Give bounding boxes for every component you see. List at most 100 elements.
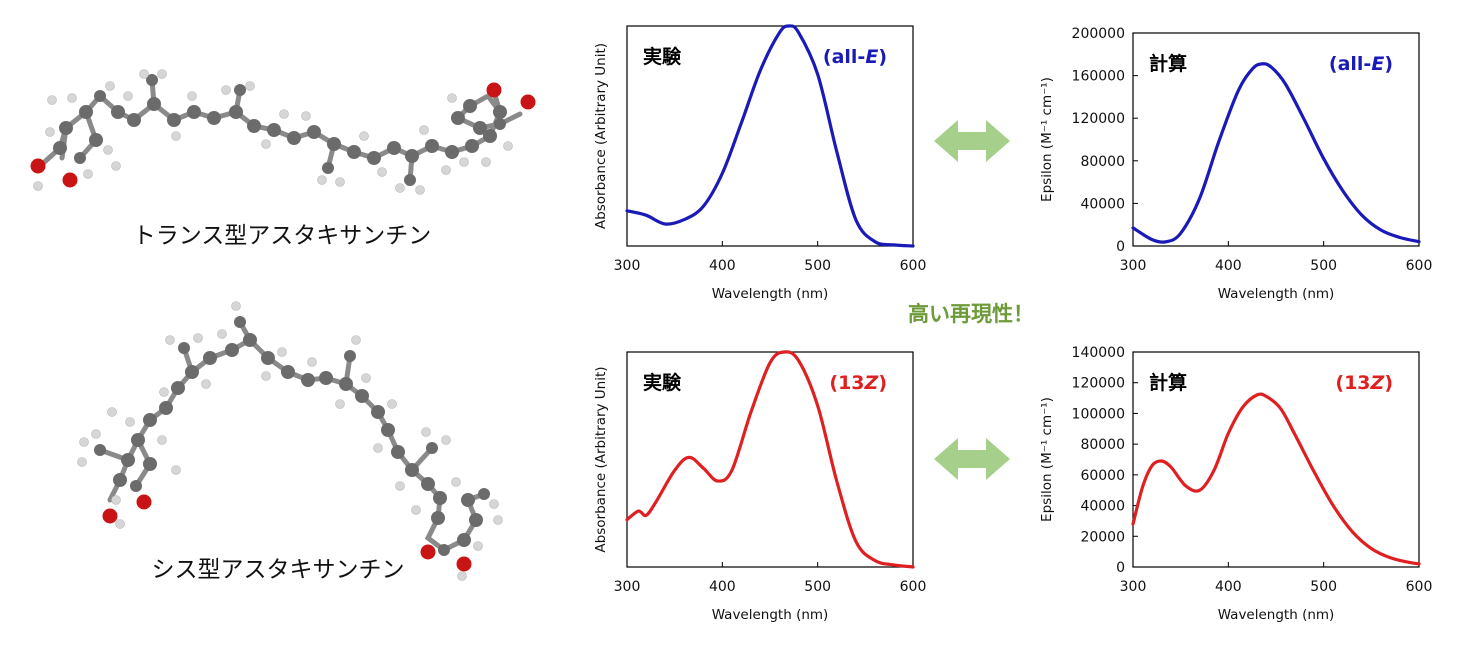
data-point — [626, 209, 629, 212]
data-point — [645, 514, 648, 517]
data-point — [912, 566, 915, 569]
data-point — [1294, 433, 1297, 436]
x-axis-label: Wavelength (nm) — [712, 607, 829, 623]
data-point — [1170, 466, 1173, 469]
series-label-part: E — [1371, 53, 1384, 75]
y-tick-label: 40000 — [1080, 196, 1125, 212]
data-point — [1132, 523, 1135, 526]
chart-calculated-all-e: 300 400 500 600 0 40000 80000 120000 160000 20000… — [1039, 26, 1432, 302]
data-point — [835, 150, 838, 153]
data-point — [1379, 229, 1382, 232]
cis-oxygen-atoms — [102, 494, 472, 572]
plot-frame — [626, 25, 914, 247]
plot-frame — [1132, 351, 1420, 568]
data-point — [1151, 238, 1154, 241]
series-label: (13Z) — [829, 372, 887, 394]
high-reproducibility-callout: 高い再現性！ — [908, 302, 1034, 326]
x-tick-label: 300 — [1120, 579, 1147, 595]
data-point — [797, 31, 800, 34]
data-point — [1141, 486, 1144, 489]
data-point — [835, 480, 838, 483]
y-tick-label: 120000 — [1072, 376, 1125, 392]
y-axis-label: Epsilon (M⁻¹ cm⁻¹) — [1039, 77, 1055, 202]
y-tick-label: 20000 — [1080, 529, 1125, 545]
y-tick-label: 80000 — [1080, 154, 1125, 170]
data-point — [788, 25, 791, 28]
y-axis-label: Absorbance (Arbitrary Unit) — [593, 366, 609, 552]
data-point — [892, 563, 895, 566]
y-tick-label: 60000 — [1080, 468, 1125, 484]
data-point — [1279, 407, 1282, 410]
data-point — [664, 223, 667, 226]
data-point — [912, 245, 915, 248]
data-point — [716, 480, 719, 483]
data-point — [626, 518, 629, 521]
data-point — [816, 73, 819, 76]
cis-astaxanthin-molecule-image — [77, 301, 503, 581]
x-tick-label: 600 — [900, 579, 927, 595]
trans-carbon-atoms — [53, 74, 507, 186]
data-point — [1151, 464, 1154, 467]
x-tick-label: 600 — [1406, 579, 1433, 595]
spectrum-line — [1131, 62, 1421, 244]
series-label-part: ) — [1384, 372, 1393, 394]
series-label-part: ) — [878, 46, 887, 68]
data-point — [673, 469, 676, 472]
y-tick-label: 40000 — [1080, 499, 1125, 515]
data-point — [1341, 189, 1344, 192]
panel-title: 計算 — [1149, 52, 1187, 75]
data-point — [778, 31, 781, 34]
data-point — [1165, 240, 1168, 243]
data-point — [783, 351, 786, 354]
data-point — [873, 559, 876, 562]
data-point — [1398, 236, 1401, 239]
spectrum-line — [625, 350, 915, 569]
data-point — [1160, 460, 1163, 463]
data-point — [1284, 83, 1287, 86]
series-label-part: E — [865, 46, 878, 68]
data-point — [892, 243, 895, 246]
data-point — [654, 501, 657, 504]
panel-title: 実験 — [643, 45, 682, 68]
y-tick-label: 120000 — [1072, 111, 1125, 127]
data-point — [1179, 232, 1182, 235]
trans-oxygen-atoms — [30, 82, 536, 188]
data-point — [645, 214, 648, 217]
data-point — [749, 411, 752, 414]
data-point — [683, 218, 686, 221]
x-tick-label: 300 — [614, 258, 641, 274]
x-tick-label: 600 — [1406, 258, 1433, 274]
y-tick-label: 160000 — [1072, 69, 1125, 85]
y-axis-label: Absorbance (Arbitrary Unit) — [593, 43, 609, 229]
series-label-part: (13 — [829, 372, 864, 394]
cis-molecule-caption: シス型アスタキサンチン — [152, 557, 405, 583]
series-label-part: (13 — [1335, 372, 1370, 394]
comparison-arrow-bottom — [934, 438, 1010, 480]
data-point — [1260, 62, 1263, 65]
data-point — [1322, 157, 1325, 160]
data-point — [1418, 240, 1421, 243]
data-point — [1251, 68, 1254, 71]
panel-title: 計算 — [1149, 371, 1187, 394]
series-label: (all-E) — [1329, 53, 1393, 75]
x-tick-label: 400 — [1215, 258, 1242, 274]
y-tick-label: 0 — [1116, 560, 1125, 576]
data-point — [769, 361, 772, 364]
data-point — [1313, 470, 1316, 473]
y-tick-label: 200000 — [1072, 26, 1125, 42]
data-point — [1408, 561, 1411, 564]
y-tick-label: 140000 — [1072, 345, 1125, 361]
y-tick-label: 100000 — [1072, 406, 1125, 422]
data-point — [1241, 406, 1244, 409]
x-tick-label: 500 — [804, 579, 831, 595]
x-tick-label: 500 — [804, 258, 831, 274]
trans-hydrogen-atoms — [33, 69, 513, 195]
data-point — [873, 240, 876, 243]
trans-molecule-caption: トランス型アスタキサンチン — [133, 223, 432, 249]
data-point — [730, 469, 733, 472]
data-point — [1265, 395, 1268, 398]
data-point — [1418, 562, 1421, 565]
data-point — [1227, 432, 1230, 435]
x-axis-label: Wavelength (nm) — [1218, 286, 1335, 302]
data-point — [1198, 489, 1201, 492]
